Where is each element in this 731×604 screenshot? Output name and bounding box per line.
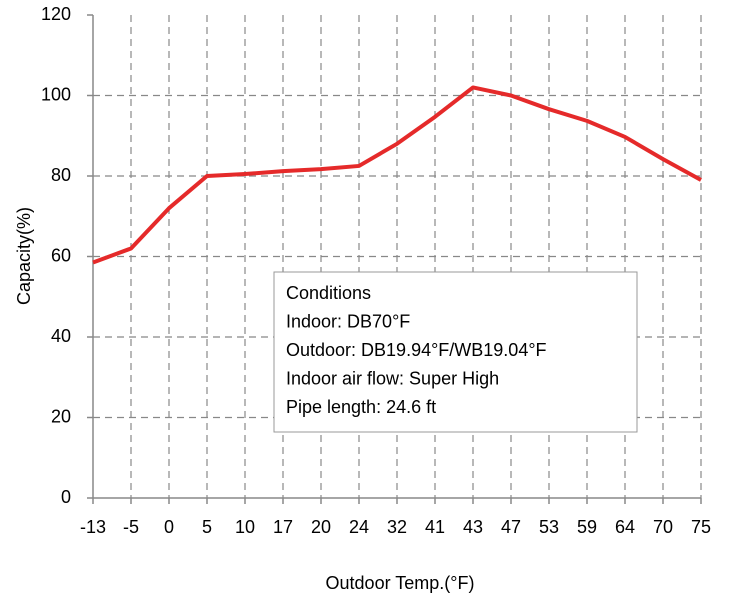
annotation-text: Conditions xyxy=(286,283,371,303)
annotation-box xyxy=(273,271,638,433)
annotation-text: Pipe length: 24.6 ft xyxy=(286,397,436,417)
x-tick-label: -5 xyxy=(123,517,139,537)
x-tick-label: 10 xyxy=(235,517,255,537)
y-tick-label: 60 xyxy=(51,245,71,265)
y-axis-label: Capacity(%) xyxy=(14,207,34,305)
x-tick-label: 43 xyxy=(463,517,483,537)
annotation-text: Outdoor: DB19.94°F/WB19.04°F xyxy=(286,340,547,360)
data-line xyxy=(92,85,702,265)
y-tick-label: 40 xyxy=(51,326,71,346)
y-tick-label: 20 xyxy=(51,406,71,426)
y-tick-label: 80 xyxy=(51,165,71,185)
x-tick-label: 0 xyxy=(164,517,174,537)
x-tick-label: 64 xyxy=(615,517,635,537)
x-tick-label: 20 xyxy=(311,517,331,537)
x-tick-label: 47 xyxy=(501,517,521,537)
annotation-text: Indoor air flow: Super High xyxy=(286,368,499,388)
y-tick-label: 120 xyxy=(41,4,71,24)
x-axis-label: Outdoor Temp.(°F) xyxy=(326,573,475,593)
x-tick-label: 41 xyxy=(425,517,445,537)
x-tick-label: 24 xyxy=(349,517,369,537)
x-tick-label: 32 xyxy=(387,517,407,537)
annotation-text: Indoor: DB70°F xyxy=(286,311,410,331)
x-tick-label: -13 xyxy=(80,517,106,537)
x-tick-label: 70 xyxy=(653,517,673,537)
x-tick-label: 75 xyxy=(691,517,711,537)
x-tick-label: 5 xyxy=(202,517,212,537)
x-tick-label: 59 xyxy=(577,517,597,537)
y-tick-label: 0 xyxy=(61,487,71,507)
x-tick-label: 53 xyxy=(539,517,559,537)
y-tick-label: 100 xyxy=(41,84,71,104)
x-tick-label: 17 xyxy=(273,517,293,537)
